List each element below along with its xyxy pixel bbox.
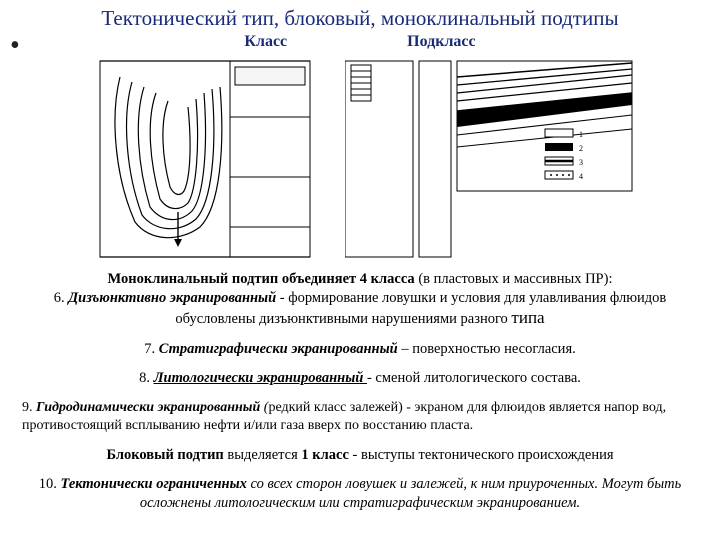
svg-text:3: 3 [579,158,583,167]
p5-b: Блоковый подтип [106,447,223,463]
p1-tail: (в пластовых и массивных ПР): [415,271,613,287]
para-8: 8. Литологически экранированный - сменой… [20,365,700,392]
p2-b: Стратиграфически экранированный [159,341,398,357]
bullet-dot: • [10,30,20,62]
svg-text:2: 2 [579,144,583,153]
para-9: 9. Гидродинамически экранированный (редк… [8,395,712,439]
p2-t: – поверхностью несогласия. [398,341,576,357]
p6-b: Тектонически ограниченных [61,476,247,492]
subhead-row: Класс Подкласс [0,33,720,51]
p2-n: 7. [144,341,159,357]
figure: 1 2 3 4 [80,57,640,262]
para-block-subtype: Блоковый подтип выделяется 1 класс - выс… [20,442,700,469]
p5-t2: - выступы тектонического происхождения [349,447,614,463]
p4-n: 9. [22,400,36,415]
para-7: 7. Стратиграфически экранированный – пов… [20,336,700,363]
p1-t6end: типа [511,308,544,327]
p4-b: Гидродинамически экранированный [36,400,264,415]
figure-left-panel [80,57,330,262]
p5-b2: 1 класс [301,447,349,463]
p3-t: - сменой литологического состава. [367,370,581,386]
p5-t: выделяется [224,447,302,463]
para-monoclinal: Моноклинальный подтип объединяет 4 класс… [20,266,700,333]
p3-n: 8. [139,370,154,386]
p1-n6: 6. [54,290,69,306]
svg-text:4: 4 [579,172,583,181]
p1-b6: Дизъюнктивно экранированный [68,290,276,306]
p1-lead: Моноклинальный подтип объединяет 4 класс… [108,271,415,287]
contour-map-icon [80,57,330,262]
figure-right-panel: 1 2 3 4 [345,57,635,262]
p3-b: Литологически экранированный [154,370,367,386]
subhead-class: Класс [244,33,287,51]
svg-text:1: 1 [579,130,583,139]
slide: Тектонический тип, блоковый, моноклиналь… [0,0,720,540]
subhead-subclass: Подкласс [407,33,475,51]
cross-section-icon: 1 2 3 4 [345,57,635,262]
para-10: 10. Тектонически ограниченных со всех ст… [20,471,700,516]
page-title: Тектонический тип, блоковый, моноклиналь… [0,0,720,31]
p6-n: 10. [39,476,61,492]
